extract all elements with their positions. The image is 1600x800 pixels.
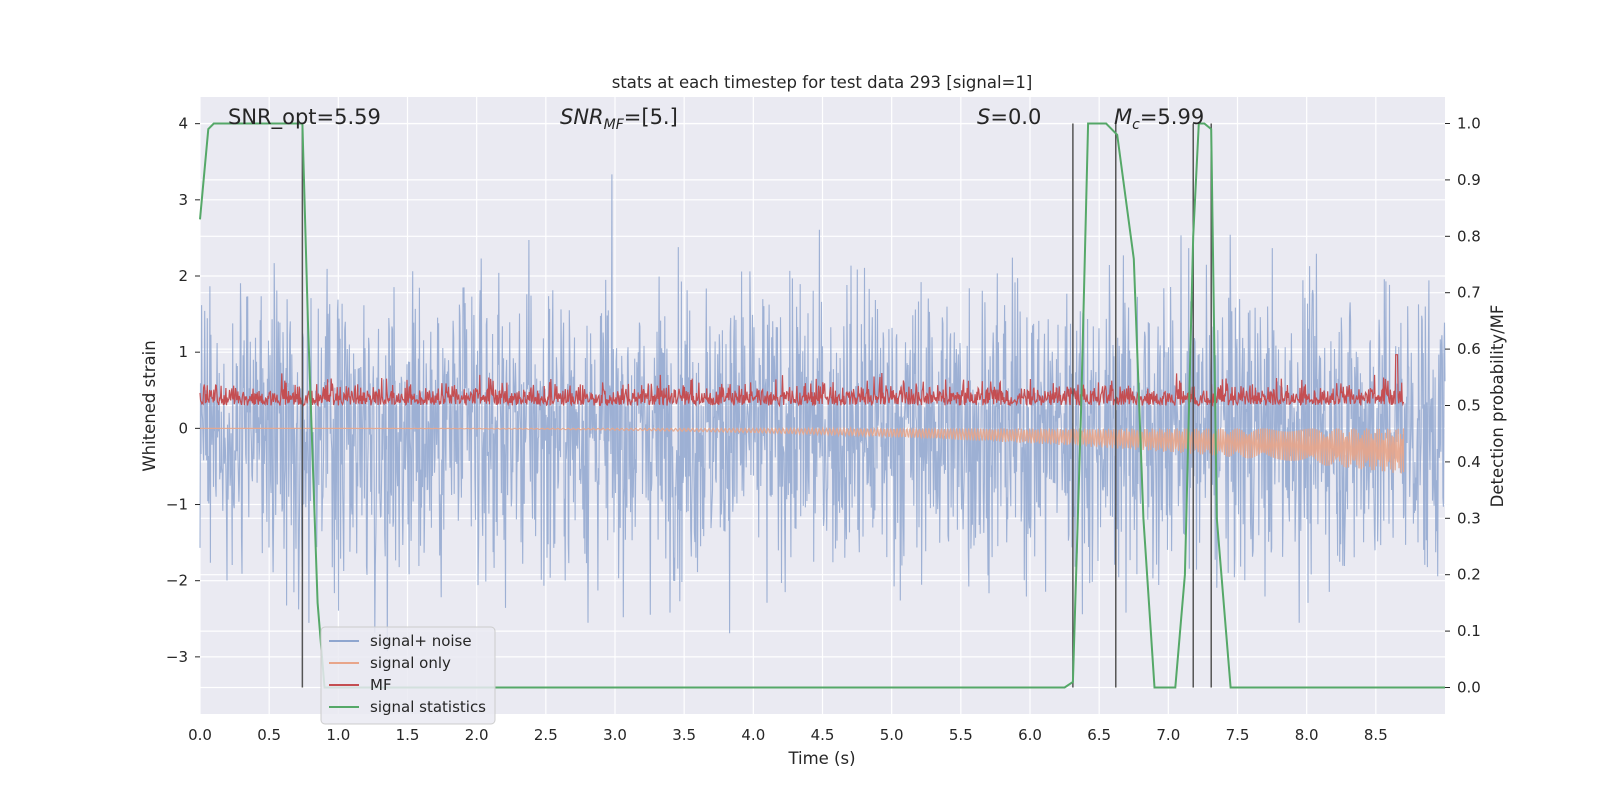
x-tick-label: 1.5 [396, 726, 420, 744]
mf-series [199, 354, 1405, 408]
y-right-tick-label: 0.8 [1457, 227, 1481, 245]
x-tick-label: 8.0 [1295, 726, 1319, 744]
x-tick-label: 3.5 [672, 726, 696, 744]
signal-statistics-line [199, 122, 1445, 689]
y-right-tick-label: 0.3 [1457, 509, 1481, 527]
annotation-mc: Mc=5.99 [1114, 105, 1204, 133]
signal-statistics-series [199, 122, 1445, 689]
y-tick-label: −2 [166, 572, 188, 590]
y-right-tick-label: 0.6 [1457, 340, 1481, 358]
y-right-tick-label: 0.2 [1457, 566, 1481, 584]
legend-label-signal-noise: signal+ noise [370, 632, 472, 650]
y-axis-right-ticks: 1.0 0.9 0.8 0.7 0.6 0.5 0.4 0.3 0.2 0.1 0.0 [1445, 115, 1481, 696]
vertical-markers [301, 123, 1212, 688]
y-axis-left-ticks: 4 3 2 1 0 −1 −2 −3 [166, 115, 200, 666]
x-tick-label: 2.5 [534, 726, 558, 744]
annotation-snr-opt: SNR_opt=5.59 [228, 105, 381, 130]
x-tick-label: 6.5 [1087, 726, 1111, 744]
legend-label-mf: MF [370, 676, 392, 694]
x-tick-label: 0.0 [188, 726, 212, 744]
y-axis-right-label: Detection probability/MF [1488, 305, 1507, 508]
y-tick-label: −1 [166, 496, 188, 514]
y-right-tick-label: 0.0 [1457, 678, 1481, 696]
x-tick-label: 7.5 [1226, 726, 1250, 744]
x-tick-label: 6.0 [1018, 726, 1042, 744]
x-tick-label: 5.5 [949, 726, 973, 744]
y-right-tick-label: 0.7 [1457, 284, 1481, 302]
y-right-tick-label: 0.5 [1457, 397, 1481, 415]
legend-box [320, 626, 496, 725]
signal-only-series [200, 426, 1405, 474]
x-tick-label: 3.0 [603, 726, 627, 744]
legend-label-signal-statistics: signal statistics [370, 698, 486, 716]
signal-noise-series [199, 174, 1446, 652]
y-right-tick-label: 0.9 [1457, 171, 1481, 189]
x-tick-label: 8.5 [1364, 726, 1388, 744]
signal-noise-line [199, 174, 1446, 652]
y-axis-left-label: Whitened strain [140, 340, 159, 471]
annotation-snr-mf: SNRMF=[5.] [560, 105, 678, 133]
y-tick-label: 1 [178, 343, 188, 361]
annotation-s: S=0.0 [977, 105, 1041, 129]
x-tick-label: 4.0 [741, 726, 765, 744]
mf-line [199, 354, 1405, 408]
x-axis-label: Time (s) [787, 749, 855, 768]
x-tick-label: 4.5 [811, 726, 835, 744]
y-right-tick-label: 1.0 [1457, 115, 1481, 133]
y-tick-label: 2 [178, 267, 188, 285]
x-axis-ticks: 0.0 0.5 1.0 1.5 2.0 2.5 3.0 3.5 4.0 4.5 5.0 5.5 6.0 6… [188, 726, 1388, 744]
x-tick-label: 1.0 [326, 726, 350, 744]
y-right-tick-label: 0.1 [1457, 622, 1481, 640]
signal-only-line [200, 426, 1405, 474]
x-tick-label: 2.0 [465, 726, 489, 744]
legend-label-signal-only: signal only [370, 654, 451, 672]
y-tick-label: −3 [166, 648, 188, 666]
y-right-tick-label: 0.4 [1457, 453, 1481, 471]
y-tick-label: 3 [178, 191, 188, 209]
y-tick-label: 4 [178, 115, 188, 133]
x-tick-label: 5.0 [880, 726, 904, 744]
y-tick-label: 0 [178, 419, 188, 437]
legend: signal+ noise signal only MF signal stat… [320, 626, 496, 725]
chart-title: stats at each timestep for test data 293… [612, 73, 1033, 92]
x-tick-label: 0.5 [257, 726, 281, 744]
x-tick-label: 7.0 [1156, 726, 1180, 744]
